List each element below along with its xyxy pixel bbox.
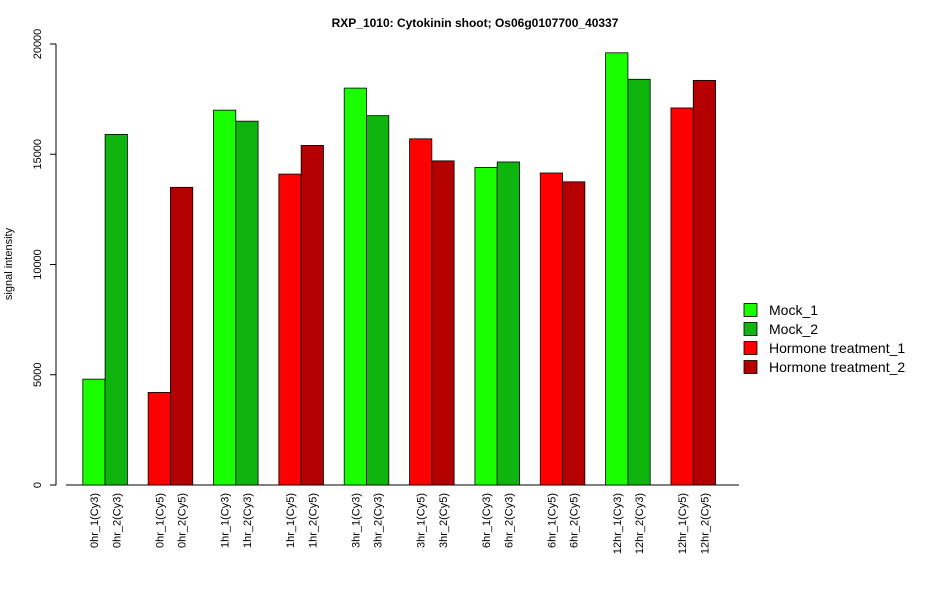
y-axis: 0 5000 10000 15000 20000 <box>32 29 57 488</box>
bars-layer <box>82 52 716 486</box>
x-tick-label: 0hr_1(Cy3) <box>89 493 101 548</box>
bar-12hr_1(Cy5) <box>670 107 694 486</box>
bar-3hr_1(Cy5) <box>409 138 433 486</box>
legend-swatch <box>743 341 758 355</box>
bar-0hr_1(Cy3) <box>82 378 106 486</box>
bar-3hr_2(Cy5) <box>431 160 455 486</box>
x-tick-label: 0hr_2(Cy3) <box>111 493 123 548</box>
x-tick-label: 3hr_2(Cy5) <box>438 493 450 548</box>
x-tick-label: 0hr_1(Cy5) <box>154 493 166 548</box>
x-tick-label: 1hr_2(Cy5) <box>307 493 319 548</box>
x-tick-label: 12hr_2(Cy5) <box>699 493 711 554</box>
x-tick-label: 12hr_1(Cy5) <box>677 493 689 554</box>
x-tick-label: 1hr_1(Cy3) <box>220 493 232 548</box>
bar-0hr_2(Cy3) <box>104 134 128 486</box>
legend-swatch <box>743 360 758 374</box>
x-tick-label: 1hr_2(Cy3) <box>242 493 254 548</box>
bar-0hr_1(Cy5) <box>147 391 171 486</box>
x-tick-labels: 0hr_1(Cy3) 0hr_2(Cy3) 0hr_1(Cy5) 0hr_2(Cy5)… <box>89 493 711 554</box>
bar-12hr_1(Cy3) <box>605 52 629 486</box>
x-tick-label: 3hr_2(Cy3) <box>373 493 385 548</box>
x-tick-label: 0hr_2(Cy5) <box>177 493 189 548</box>
y-tick-label: 15000 <box>32 139 44 170</box>
x-tick-label: 6hr_1(Cy5) <box>546 493 558 548</box>
bar-12hr_2(Cy5) <box>692 79 716 486</box>
x-tick-label: 6hr_1(Cy3) <box>481 493 493 548</box>
x-tick-label: 6hr_2(Cy3) <box>503 493 515 548</box>
bar-3hr_2(Cy3) <box>366 115 390 486</box>
bar-6hr_1(Cy5) <box>539 172 563 486</box>
x-tick-label: 3hr_1(Cy5) <box>416 493 428 548</box>
y-axis-label: signal intensity <box>3 227 15 300</box>
bar-1hr_1(Cy3) <box>213 109 237 486</box>
y-tick-label: 10000 <box>32 249 44 280</box>
bar-0hr_2(Cy5) <box>170 186 194 486</box>
bar-1hr_2(Cy5) <box>300 145 324 486</box>
bar-1hr_1(Cy5) <box>278 173 302 486</box>
legend-label: Hormone treatment_1 <box>769 340 905 356</box>
bar-1hr_2(Cy3) <box>235 120 259 486</box>
legend-swatch <box>743 322 758 336</box>
bar-12hr_2(Cy3) <box>627 78 651 486</box>
x-tick-label: 3hr_1(Cy3) <box>350 493 362 548</box>
x-tick-label: 1hr_1(Cy5) <box>285 493 297 548</box>
y-tick-label: 20000 <box>32 29 44 60</box>
y-tick-label: 5000 <box>32 363 44 387</box>
legend: Mock_1 Mock_2 Hormone treatment_1 Hormone t… <box>743 302 905 375</box>
bar-6hr_2(Cy3) <box>496 161 520 486</box>
chart-title: RXP_1010: Cytokinin shoot; Os06g0107700_… <box>332 16 619 30</box>
legend-swatch <box>743 303 758 317</box>
y-tick-label: 0 <box>32 482 44 488</box>
legend-label: Mock_1 <box>769 302 818 318</box>
bar-3hr_1(Cy3) <box>343 87 367 486</box>
legend-label: Mock_2 <box>769 321 818 337</box>
legend-label: Hormone treatment_2 <box>769 359 905 375</box>
bar-6hr_1(Cy3) <box>474 167 498 486</box>
x-tick-label: 12hr_2(Cy3) <box>634 493 646 554</box>
x-tick-label: 6hr_2(Cy5) <box>569 493 581 548</box>
bar-6hr_2(Cy5) <box>562 181 586 486</box>
x-tick-label: 12hr_1(Cy3) <box>612 493 624 554</box>
